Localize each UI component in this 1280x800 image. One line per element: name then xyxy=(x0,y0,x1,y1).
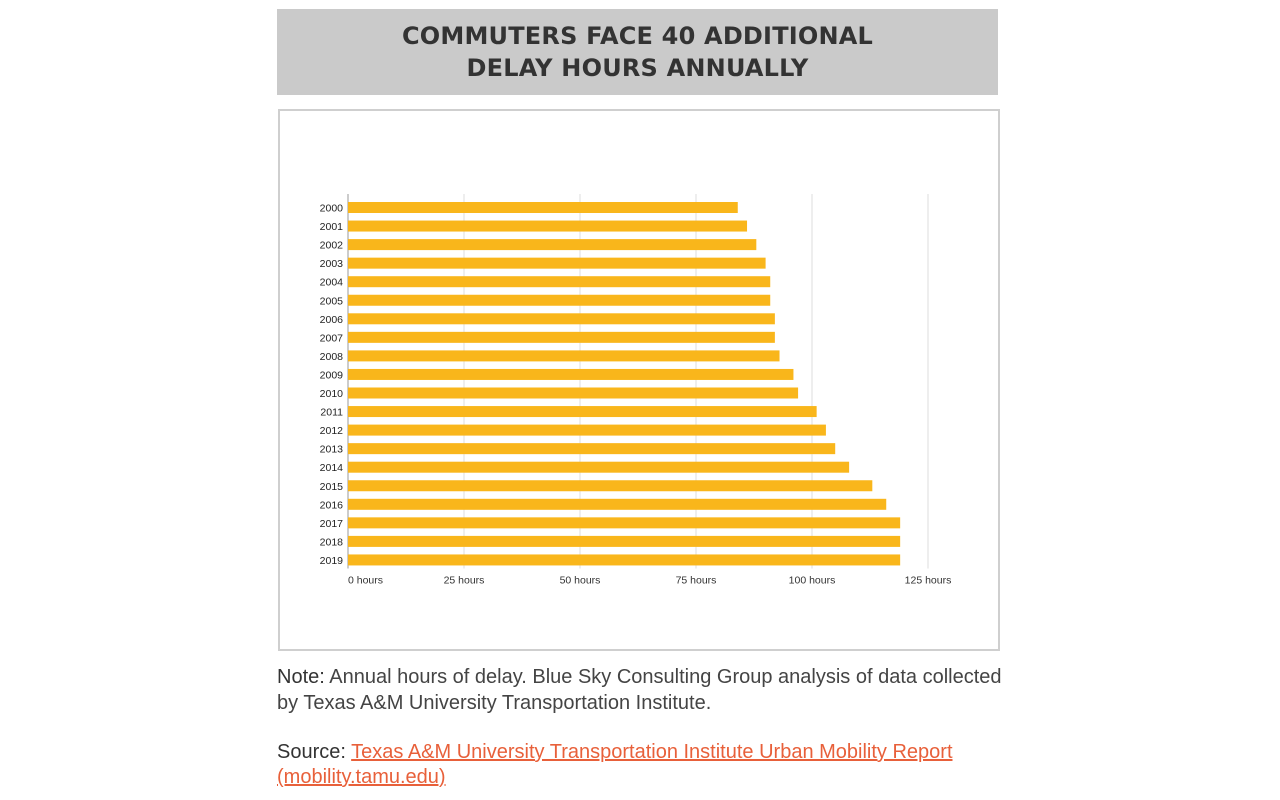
title-band: COMMUTERS FACE 40 ADDITIONAL DELAY HOURS… xyxy=(277,9,998,95)
y-tick-label: 2003 xyxy=(320,258,344,270)
bar xyxy=(348,443,836,455)
bar xyxy=(348,294,771,306)
y-tick-label: 2009 xyxy=(320,369,344,381)
y-tick-label: 2005 xyxy=(320,295,344,307)
y-tick-label: 2018 xyxy=(320,536,344,548)
y-tick-label: 2012 xyxy=(320,425,344,437)
x-tick-label: 100 hours xyxy=(789,574,836,586)
y-tick-label: 2006 xyxy=(320,314,344,326)
chart-frame: 2000 2001 2002 2003 2004 2005 2006 2007 2008 2009… xyxy=(278,109,1000,651)
chart-title-line-1: COMMUTERS FACE 40 ADDITIONAL xyxy=(401,22,874,50)
y-tick-label: 2014 xyxy=(320,462,344,474)
bar xyxy=(348,350,780,362)
chart-title-line-2: DELAY HOURS ANNUALLY xyxy=(466,54,809,82)
x-tick-label: 75 hours xyxy=(676,574,717,586)
bar xyxy=(348,554,901,566)
y-tick-label: 2007 xyxy=(320,332,344,344)
source-label: Source: xyxy=(277,741,346,763)
chart-source: Source: Texas A&M University Transportat… xyxy=(277,740,1007,790)
bar xyxy=(348,406,817,418)
bar xyxy=(348,239,757,251)
chart-note: Note: Annual hours of delay. Blue Sky Co… xyxy=(277,664,1007,716)
x-tick-label: 50 hours xyxy=(560,574,601,586)
y-tick-label: 2008 xyxy=(320,351,344,363)
y-tick-label: 2013 xyxy=(320,444,344,456)
y-tick-label: 2000 xyxy=(320,203,344,215)
y-tick-label: 2017 xyxy=(320,518,344,530)
bar xyxy=(348,517,901,529)
x-tick-label: 0 hours xyxy=(348,574,383,586)
bar xyxy=(348,535,901,547)
x-tick-label: 125 hours xyxy=(905,574,952,586)
source-link-line-2[interactable]: (mobility.tamu.edu) xyxy=(277,766,446,788)
y-tick-label: 2011 xyxy=(320,407,343,419)
y-tick-label: 2016 xyxy=(320,499,344,511)
bar xyxy=(348,202,738,213)
y-tick-label: 2004 xyxy=(320,277,344,289)
source-link[interactable]: Texas A&M University Transportation Inst… xyxy=(277,741,953,788)
bar xyxy=(348,220,748,232)
bar xyxy=(348,387,799,399)
bar xyxy=(348,276,771,288)
bar xyxy=(348,480,873,492)
bar xyxy=(348,424,826,436)
note-text: Annual hours of delay. Blue Sky Consulti… xyxy=(277,666,1002,714)
x-tick-label: 25 hours xyxy=(444,574,485,586)
bar xyxy=(348,461,850,473)
y-tick-label: 2015 xyxy=(320,481,344,493)
y-tick-label: 2010 xyxy=(320,388,344,400)
bar-chart: 2000 2001 2002 2003 2004 2005 2006 2007 2008 2009… xyxy=(320,194,952,586)
bar xyxy=(348,257,766,269)
bar xyxy=(348,331,775,343)
bar xyxy=(348,313,775,325)
chart-title: COMMUTERS FACE 40 ADDITIONAL DELAY HOURS… xyxy=(277,20,998,84)
source-link-line-1[interactable]: Texas A&M University Transportation Inst… xyxy=(351,741,953,763)
note-label: Note: xyxy=(277,666,325,688)
y-tick-label: 2019 xyxy=(320,555,344,567)
y-tick-label: 2002 xyxy=(320,240,344,252)
bar xyxy=(348,368,794,380)
bar xyxy=(348,498,887,510)
y-tick-label: 2001 xyxy=(320,221,344,233)
